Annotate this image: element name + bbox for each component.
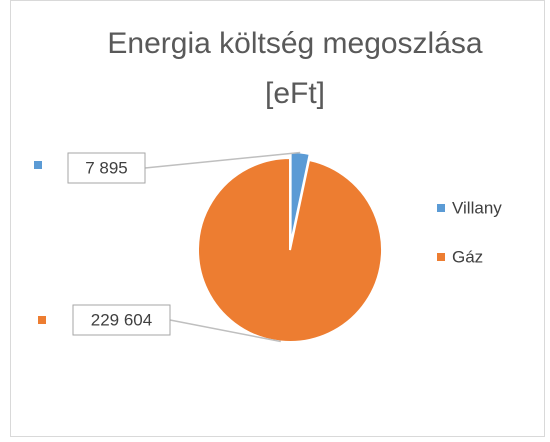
data-label-key (34, 161, 42, 169)
data-label: 229 604 (91, 310, 152, 329)
data-label: 7 895 (85, 158, 128, 177)
legend-label: Villany (452, 198, 502, 217)
legend-key (437, 253, 445, 261)
pie-slice (197, 156, 383, 343)
leader-line (144, 151, 301, 169)
chart-title: Energia költség megoszlása (107, 27, 483, 60)
legend-key (437, 204, 445, 212)
legend-label: Gáz (452, 247, 483, 266)
chart-title: [eFt] (265, 77, 325, 110)
data-label-box (72, 304, 171, 336)
data-label-box (67, 152, 146, 184)
data-label-key (38, 316, 46, 324)
leader-line (169, 319, 281, 343)
